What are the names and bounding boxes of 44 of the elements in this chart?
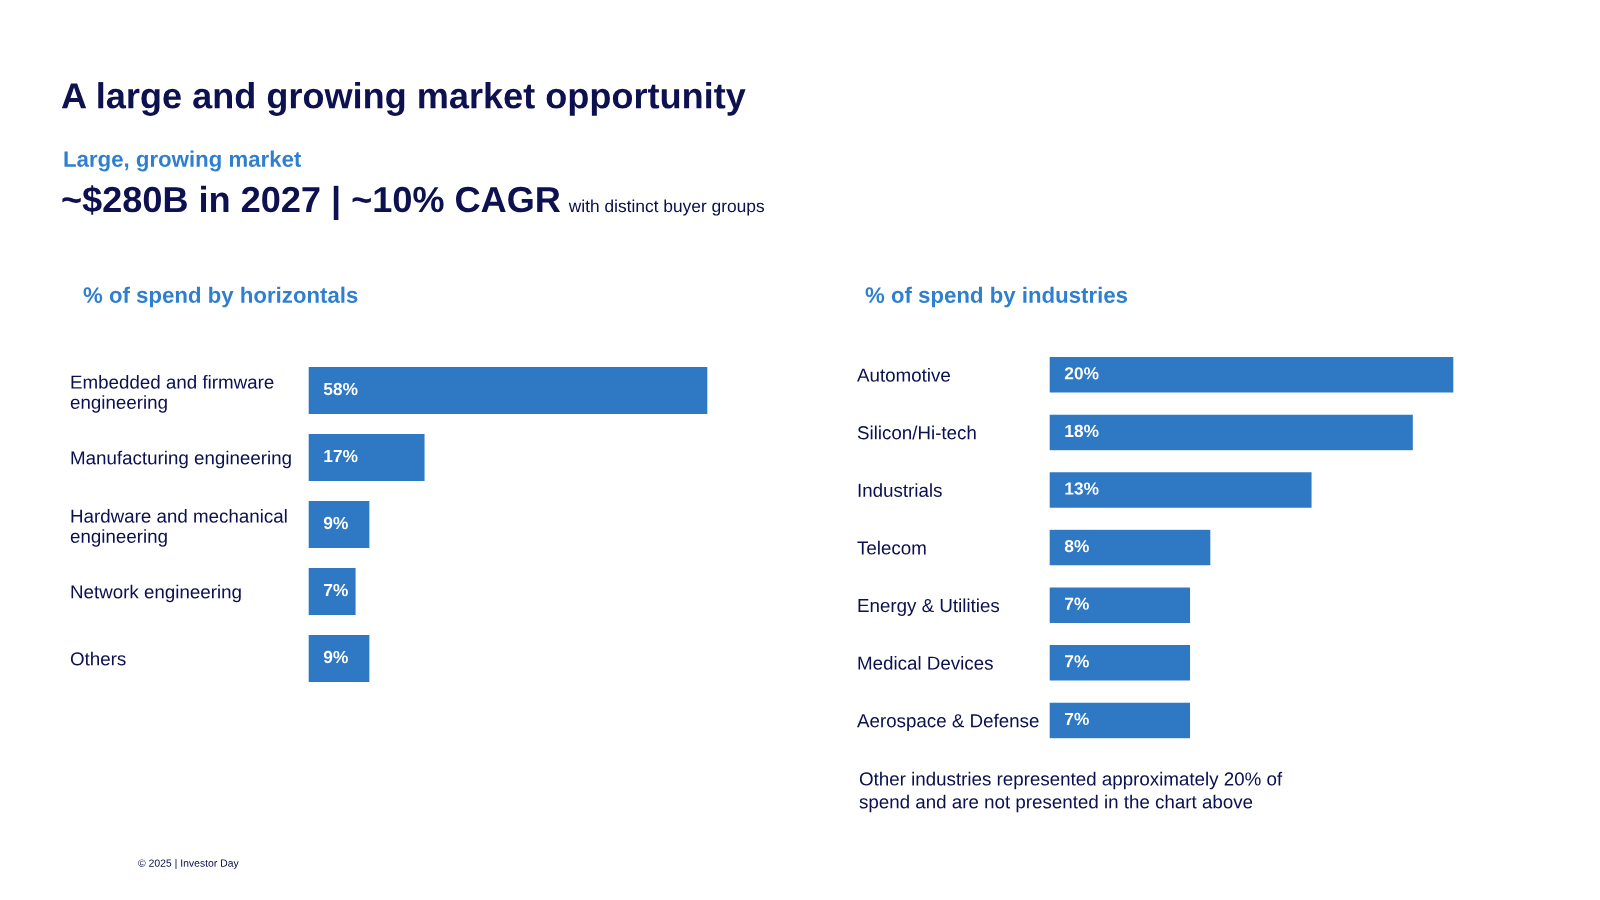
bar — [1049, 586, 1192, 625]
y-tick-label: Energy & Utilities — [858, 598, 1000, 616]
data-label: 17% — [324, 449, 358, 463]
y-tick-label: Network engineering — [71, 584, 241, 603]
bar — [308, 365, 708, 416]
bar — [1049, 701, 1192, 740]
y-tick-label: Embedded and firmware engineering — [70, 374, 274, 413]
bar — [308, 633, 371, 684]
y-tick-label: Hardware and mechanical engineering — [70, 508, 287, 547]
y-tick-label: Manufacturing engineering — [71, 450, 291, 469]
data-label: 13% — [1065, 482, 1099, 495]
y-tick-label: Telecom — [857, 540, 926, 555]
bar — [1049, 413, 1415, 452]
data-label: 20% — [1064, 367, 1099, 380]
data-label: 58% — [323, 382, 358, 396]
data-label: 7% — [324, 583, 348, 597]
y-tick-label: Medical Devices — [858, 656, 993, 670]
text: ~$280B in 2027 | ~10% CAGR — [62, 185, 561, 221]
text: © 2025 | Investor Day — [138, 859, 239, 869]
data-label: 7% — [1065, 655, 1089, 668]
data-label: 18% — [1065, 424, 1099, 438]
y-tick-label: Aerospace & Defense — [857, 713, 1039, 732]
bar — [308, 499, 371, 550]
bar — [1049, 470, 1313, 510]
data-label: 7% — [1065, 712, 1089, 726]
data-label: 7% — [1065, 597, 1089, 610]
bar — [1049, 528, 1212, 567]
y-tick-label: Industrials — [858, 483, 942, 497]
bar — [308, 432, 426, 483]
text: A large and growing market opportunity — [61, 82, 746, 116]
text: with distinct buyer groups — [568, 199, 765, 216]
y-tick-label: Automotive — [857, 368, 950, 382]
text: Other industries represented approximately 20% of spend and are not presented in the chart above — [859, 771, 1283, 813]
text: Large, growing market — [64, 150, 302, 172]
chart-title: % of spend by industries — [865, 286, 1128, 308]
bar — [308, 566, 357, 617]
bar — [1049, 643, 1192, 682]
data-label: 9% — [323, 516, 348, 530]
data-label: 8% — [1064, 539, 1089, 553]
data-label: 9% — [323, 650, 348, 664]
chart-title: % of spend by horizontals — [83, 286, 358, 308]
y-tick-label: Others — [70, 651, 126, 666]
bar — [1049, 355, 1454, 394]
y-tick-label: Silicon/Hi-tech — [857, 425, 976, 440]
